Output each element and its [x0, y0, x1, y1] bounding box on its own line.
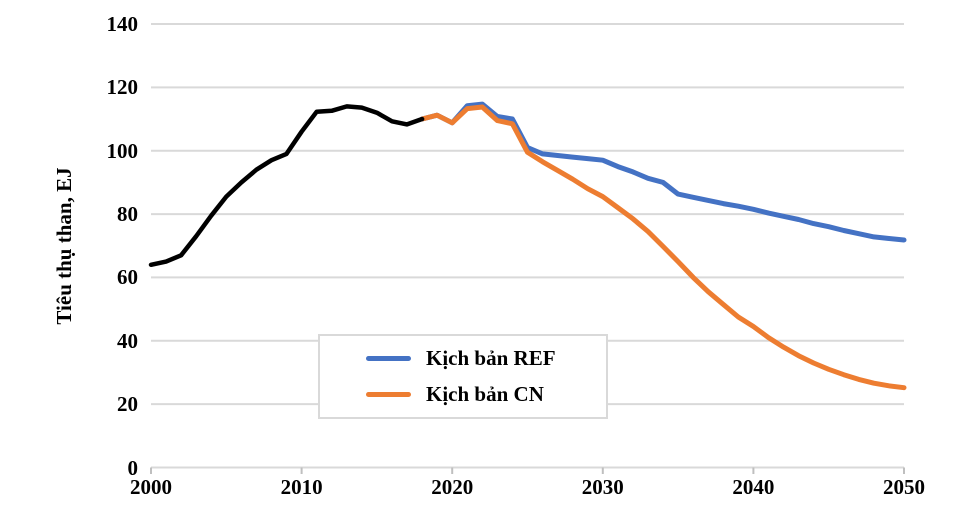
x-tick-label: 2020: [431, 475, 474, 499]
x-tick-label: 2010: [280, 475, 323, 499]
y-tick-label: 60: [117, 265, 138, 290]
legend-item-cn: Kịch bản CN: [366, 382, 606, 407]
y-tick-label: 40: [117, 328, 138, 353]
y-tick-label: 0: [127, 455, 139, 480]
legend-box: Kịch bản REF Kịch bản CN: [318, 334, 608, 419]
series-line-cn: [419, 104, 907, 391]
y-tick-label: 120: [106, 75, 139, 100]
y-tick-label: 80: [117, 202, 138, 227]
x-tick-label: 2040: [732, 475, 775, 499]
legend-item-ref: Kịch bản REF: [366, 346, 606, 371]
x-tick-label: 2030: [581, 475, 624, 499]
x-tick-label: 2050: [883, 475, 925, 499]
x-tick-label: 2000: [130, 475, 172, 499]
legend-label-cn: Kịch bản CN: [426, 381, 544, 406]
y-tick-label: 140: [106, 12, 139, 36]
cn-line-swatch: [366, 391, 411, 397]
series-line-historical: [148, 104, 425, 268]
y-tick-label: 20: [117, 392, 138, 417]
series-line-ref: [419, 101, 907, 243]
ref-line-swatch: [366, 356, 411, 362]
legend-label-ref: Kịch bản REF: [426, 346, 556, 371]
y-tick-label: 100: [106, 138, 139, 163]
